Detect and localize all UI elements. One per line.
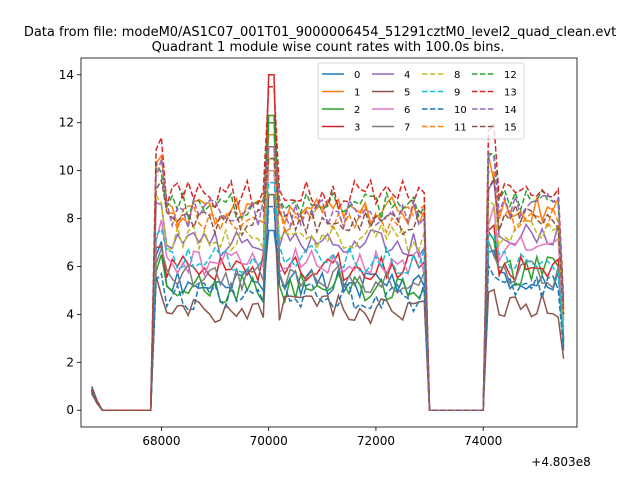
y-tick-label: 10 <box>59 164 74 178</box>
chart-title: Quadrant 1 module wise count rates with … <box>152 40 505 55</box>
series-line-15 <box>91 157 565 411</box>
legend-label: 4 <box>404 70 410 81</box>
y-tick-label: 12 <box>59 116 74 130</box>
y-tick-label: 2 <box>66 355 74 369</box>
x-tick-label: 74000 <box>464 434 502 448</box>
legend-label: 2 <box>354 105 360 116</box>
series-layer <box>90 74 565 411</box>
y-tick-label: 6 <box>66 259 74 273</box>
y-tick-label: 14 <box>59 68 74 82</box>
legend-box <box>317 62 525 140</box>
legend-label: 9 <box>454 88 460 99</box>
legend-label: 6 <box>404 105 410 116</box>
y-tick-label: 4 <box>66 307 74 321</box>
legend-label: 12 <box>504 70 517 81</box>
legend-label: 10 <box>454 105 467 116</box>
x-tick-label: 72000 <box>357 434 395 448</box>
chart-suptitle: Data from file: modeM0/AS1C07_001T01_900… <box>24 25 616 40</box>
legend-label: 13 <box>504 88 517 99</box>
legend-label: 7 <box>404 123 410 134</box>
legend-label: 3 <box>354 123 360 134</box>
legend-label: 11 <box>454 123 467 134</box>
legend-label: 5 <box>404 88 410 99</box>
series-line-8 <box>91 157 565 411</box>
x-tick-label: 68000 <box>142 434 180 448</box>
x-tick-label: 70000 <box>250 434 288 448</box>
plot-frame <box>80 57 578 428</box>
y-tick-label: 8 <box>66 212 74 226</box>
y-tick-label: 0 <box>66 403 74 417</box>
legend-label: 8 <box>454 70 460 81</box>
series-line-14 <box>91 145 565 411</box>
legend-label: 1 <box>354 88 360 99</box>
series-line-7 <box>91 145 565 411</box>
legend-label: 15 <box>504 123 517 134</box>
series-line-11 <box>91 145 565 411</box>
x-offset-label: +4.803e8 <box>531 455 590 469</box>
legend-label: 14 <box>504 105 517 116</box>
legend-label: 0 <box>354 70 360 81</box>
